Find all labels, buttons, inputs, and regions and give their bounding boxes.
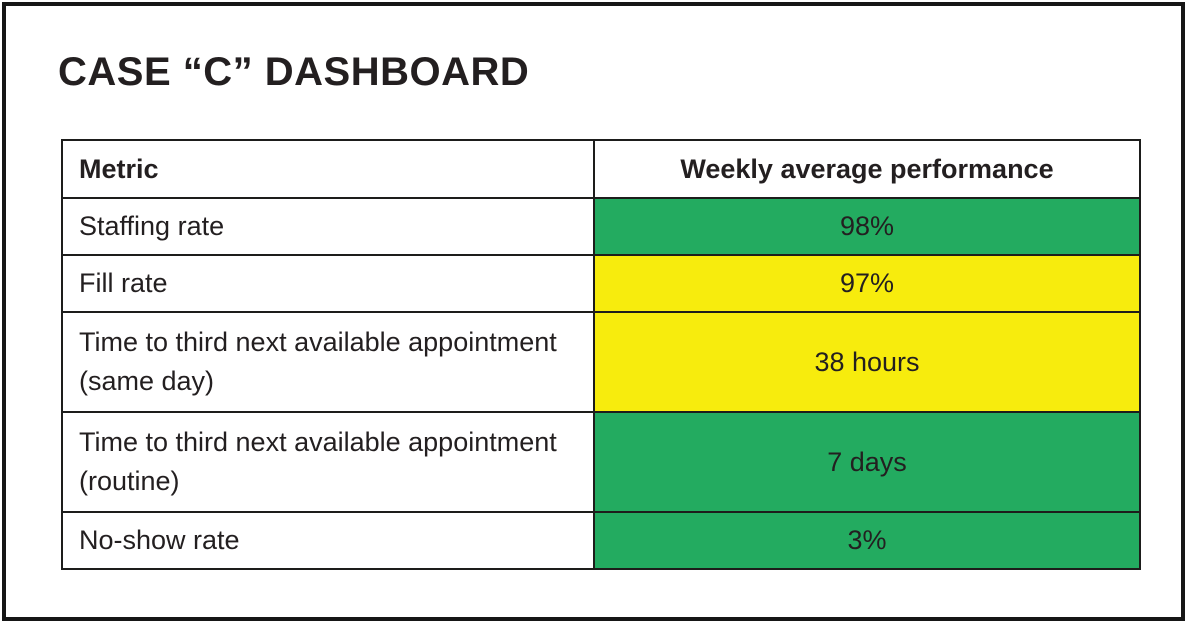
table-row-fill-rate: Fill rate 97%: [61, 254, 1141, 314]
metric-label: Fill rate: [61, 254, 595, 314]
metric-value-badge: 7 days: [593, 411, 1141, 514]
page-title: CASE “C” DASHBOARD: [58, 50, 530, 94]
table-header-row: Metric Weekly average performance: [61, 139, 1141, 199]
table-row-no-show-rate: No-show rate 3%: [61, 511, 1141, 571]
metric-value-badge: 98%: [593, 196, 1141, 257]
metric-value-badge: 38 hours: [593, 311, 1141, 414]
table-row-third-next-routine: Time to third next available appointment…: [61, 411, 1141, 514]
table-row-third-next-same-day: Time to third next available appointment…: [61, 311, 1141, 414]
dashboard-table: Metric Weekly average performance Staffi…: [61, 139, 1141, 571]
metric-value-badge: 97%: [593, 254, 1141, 314]
column-header-weekly-average-performance: Weekly average performance: [593, 139, 1141, 199]
column-header-metric: Metric: [61, 139, 595, 199]
metric-label: No-show rate: [61, 511, 595, 571]
metric-label: Time to third next available appointment…: [61, 411, 595, 514]
metric-label: Time to third next available appointment…: [61, 311, 595, 414]
table-row-staffing-rate: Staffing rate 98%: [61, 196, 1141, 257]
metric-value-badge: 3%: [593, 511, 1141, 571]
metric-label: Staffing rate: [61, 196, 595, 257]
